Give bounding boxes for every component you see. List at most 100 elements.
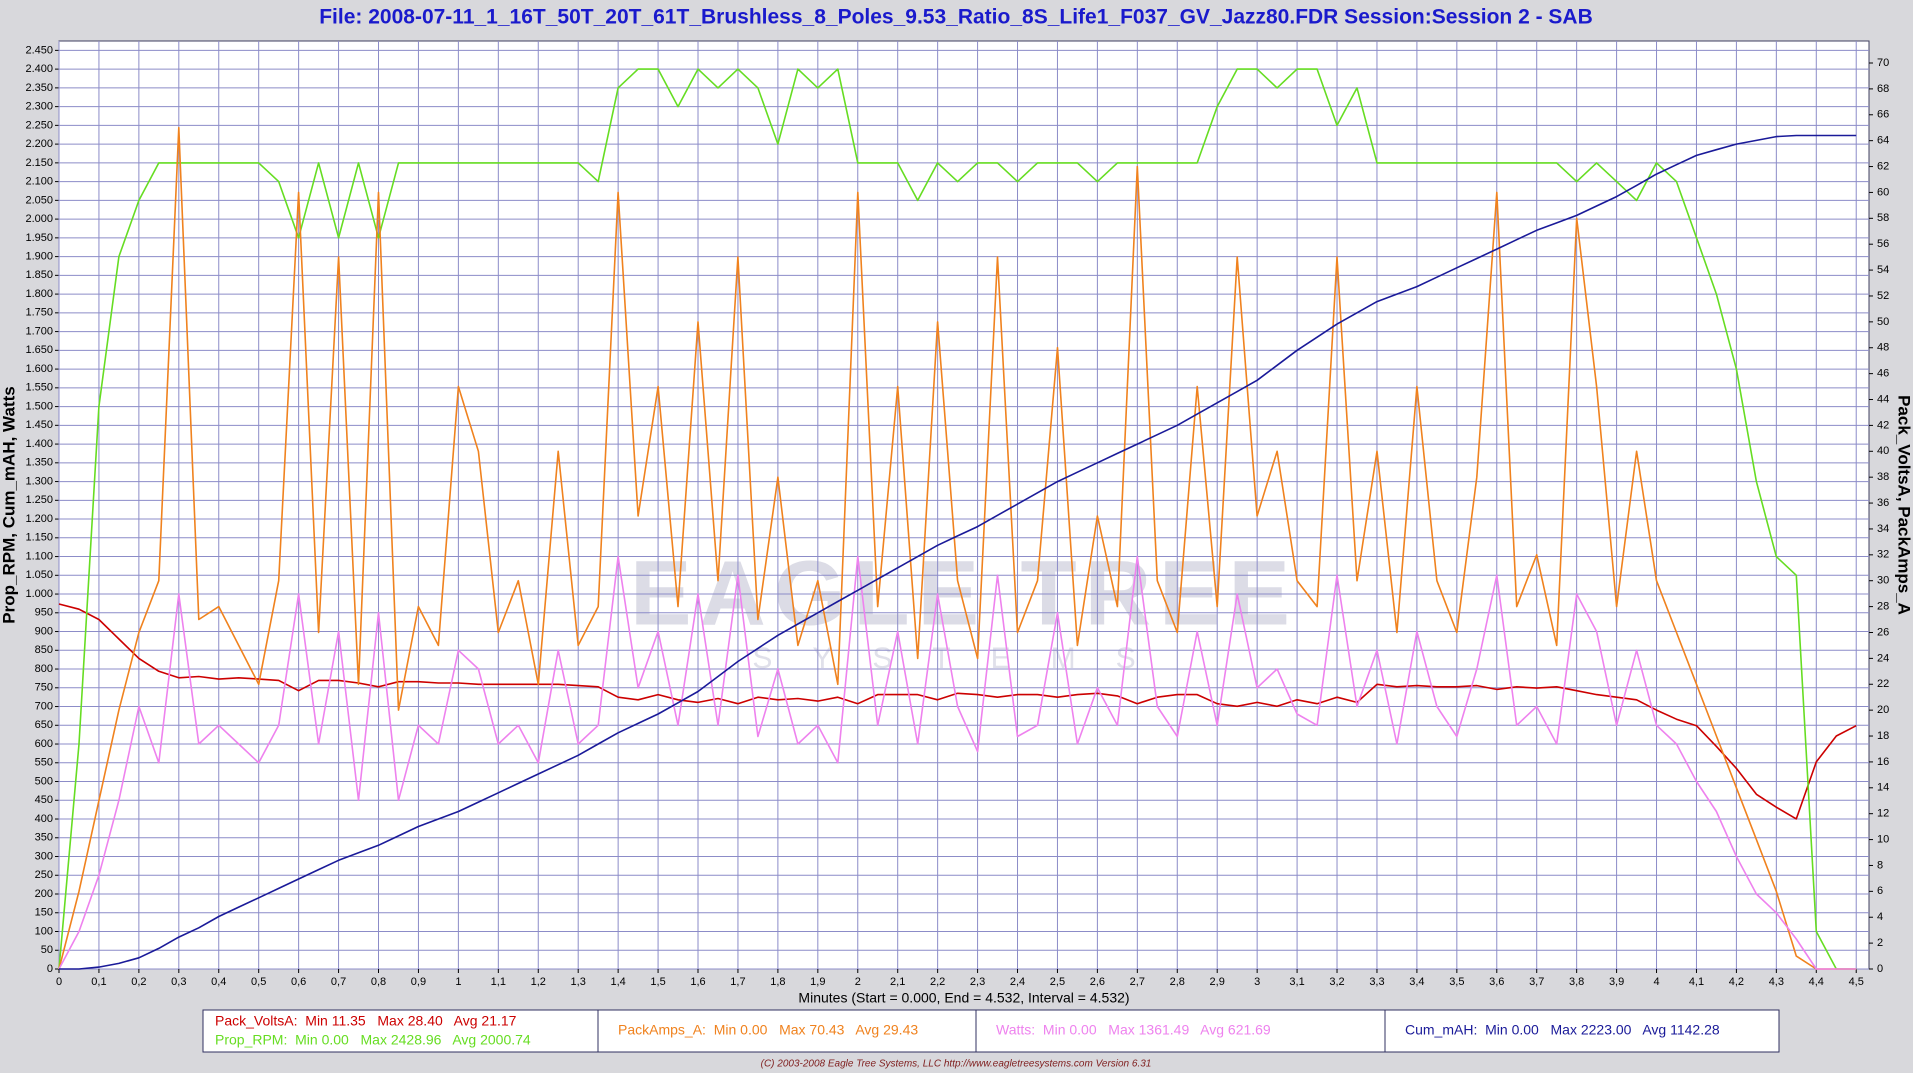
y-tick-label: 1.450 xyxy=(25,419,53,431)
y-tick-label: 1.500 xyxy=(25,400,53,412)
watermark-sub: SYSTEMS xyxy=(752,642,1175,675)
legend-summary: : Min 0.00 Max 2223.00 Avg 1142.28 xyxy=(1473,1022,1719,1038)
x-tick-label: 0,3 xyxy=(171,976,186,988)
x-tick-label: 3,9 xyxy=(1609,976,1624,988)
y2-tick-label: 0 xyxy=(1877,963,1883,975)
legend-label: Pack_VoltsA xyxy=(215,1013,294,1029)
y-tick-label: 1.700 xyxy=(25,325,53,337)
y2-tick-label: 4 xyxy=(1877,911,1883,923)
y2-tick-label: 56 xyxy=(1877,238,1889,250)
y-tick-label: 650 xyxy=(35,719,53,731)
y-tick-label: 1.900 xyxy=(25,251,53,263)
legend-label: PackAmps_A xyxy=(618,1022,703,1038)
y2-tick-label: 50 xyxy=(1877,316,1889,328)
y2-tick-label: 34 xyxy=(1877,523,1889,535)
y2-tick-label: 16 xyxy=(1877,756,1889,768)
y2-tick-label: 38 xyxy=(1877,471,1889,483)
y2-tick-label: 40 xyxy=(1877,445,1889,457)
x-tick-label: 3,5 xyxy=(1449,976,1464,988)
y-tick-label: 1.100 xyxy=(25,550,53,562)
x-tick-label: 3,7 xyxy=(1529,976,1544,988)
y-tick-label: 50 xyxy=(41,944,53,956)
y2-tick-label: 42 xyxy=(1877,419,1889,431)
y-tick-label: 100 xyxy=(35,925,53,937)
x-tick-label: 1 xyxy=(455,976,461,988)
x-tick-label: 0,4 xyxy=(211,976,226,988)
x-tick-label: 3,8 xyxy=(1569,976,1584,988)
x-tick-label: 4,4 xyxy=(1809,976,1824,988)
y-tick-label: 1.300 xyxy=(25,475,53,487)
y-tick-label: 1.800 xyxy=(25,288,53,300)
y2-tick-label: 14 xyxy=(1877,782,1889,794)
series-line xyxy=(58,555,1857,970)
x-tick-label: 0,7 xyxy=(331,976,346,988)
x-tick-label: 4 xyxy=(1653,976,1659,988)
y-tick-label: 2.100 xyxy=(25,176,53,188)
y2-tick-label: 18 xyxy=(1877,730,1889,742)
x-tick-label: 1,7 xyxy=(730,976,745,988)
x-tick-label: 4,1 xyxy=(1689,976,1704,988)
y-tick-label: 1.000 xyxy=(25,588,53,600)
footer: (C) 2003-2008 Eagle Tree Systems, LLC ht… xyxy=(761,1059,1152,1070)
series-line xyxy=(59,134,1857,970)
y-tick-label: 2.000 xyxy=(25,213,53,225)
y2-tick-label: 48 xyxy=(1877,342,1889,354)
series-line xyxy=(58,126,1857,970)
y2-tick-label: 26 xyxy=(1877,626,1889,638)
y-tick-label: 400 xyxy=(35,813,53,825)
x-tick-label: 2,4 xyxy=(1010,976,1025,988)
y-tick-label: 350 xyxy=(35,832,53,844)
y-tick-label: 1.650 xyxy=(25,344,53,356)
y-tick-label: 1.750 xyxy=(25,307,53,319)
x-tick-label: 3,3 xyxy=(1369,976,1384,988)
x-tick-label: 2,7 xyxy=(1130,976,1145,988)
y2-tick-label: 24 xyxy=(1877,652,1889,664)
y2-tick-label: 68 xyxy=(1877,83,1889,95)
legend-summary: : Min 0.00 Max 70.43 Avg 29.43 xyxy=(702,1022,918,1038)
y2-tick-label: 70 xyxy=(1877,57,1889,69)
y-tick-label: 200 xyxy=(35,888,53,900)
x-tick-label: 0,9 xyxy=(411,976,426,988)
y-tick-label: 2.400 xyxy=(25,63,53,75)
x-tick-label: 1,8 xyxy=(770,976,785,988)
x-tick-label: 4,2 xyxy=(1729,976,1744,988)
x-tick-label: 0 xyxy=(56,976,62,988)
x-tick-label: 2,6 xyxy=(1090,976,1105,988)
legend-summary: : Min 11.35 Max 28.40 Avg 21.17 xyxy=(294,1013,517,1029)
y-tick-label: 500 xyxy=(35,775,53,787)
y-tick-label: 550 xyxy=(35,757,53,769)
y-tick-label: 900 xyxy=(35,625,53,637)
y-tick-label: 250 xyxy=(35,869,53,881)
x-tick-label: 1,5 xyxy=(650,976,665,988)
chart-title: File: 2008-07-11_1_16T_50T_20T_61T_Brush… xyxy=(319,6,1593,29)
y-tick-label: 1.200 xyxy=(25,513,53,525)
x-axis-title: Minutes (Start = 0.000, End = 4.532, Int… xyxy=(798,990,1129,1006)
x-tick-label: 2,8 xyxy=(1170,976,1185,988)
y-tick-label: 1.550 xyxy=(25,382,53,394)
legend-summary: : Min 0.00 Max 2428.96 Avg 2000.74 xyxy=(283,1032,530,1048)
y-tick-label: 2.250 xyxy=(25,119,53,131)
x-tick-label: 3 xyxy=(1254,976,1260,988)
x-tick-label: 4,5 xyxy=(1849,976,1864,988)
legend-label: Watts xyxy=(996,1022,1031,1038)
y-tick-label: 700 xyxy=(35,700,53,712)
series-layer xyxy=(58,68,1857,970)
legend-box xyxy=(1384,1009,1780,1053)
y2-tick-label: 12 xyxy=(1877,808,1889,820)
x-tick-label: 3,2 xyxy=(1329,976,1344,988)
y2-tick-label: 8 xyxy=(1877,859,1883,871)
y2-axis-title: Pack_VoltsA, PackAmps_A xyxy=(1895,395,1913,615)
legend-box xyxy=(975,1009,1386,1053)
y-tick-label: 300 xyxy=(35,850,53,862)
y2-tick-label: 64 xyxy=(1877,135,1889,147)
x-tick-label: 0,5 xyxy=(251,976,266,988)
y-tick-label: 2.450 xyxy=(25,44,53,56)
x-tick-label: 3,4 xyxy=(1409,976,1424,988)
legend-label: Cum_mAH xyxy=(1405,1022,1473,1038)
y2-tick-label: 2 xyxy=(1877,937,1883,949)
y2-tick-label: 58 xyxy=(1877,212,1889,224)
y-tick-label: 1.400 xyxy=(25,438,53,450)
series-line xyxy=(58,68,1857,970)
x-tick-label: 1,6 xyxy=(690,976,705,988)
